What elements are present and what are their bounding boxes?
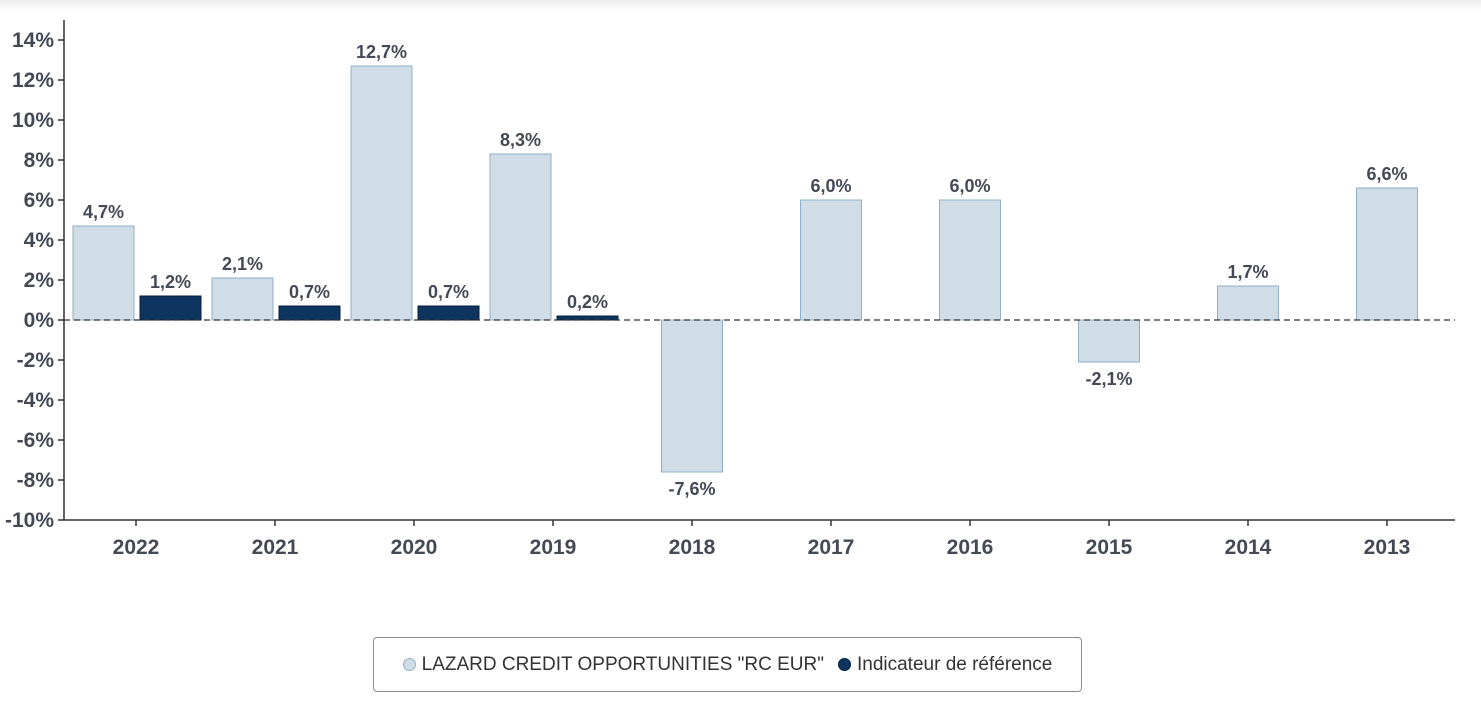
y-tick-label: -6% [17, 429, 55, 452]
y-tick-label: 12% [12, 69, 54, 92]
bar-chart: 14% 12% 10% 8% 6% 4% 2% 0% -2% -4% -6% -8% -10% 4,7% 1… [5, 20, 1455, 559]
x-tick-label: 2022 [113, 536, 160, 559]
data-label-fund: 4,7% [83, 202, 124, 222]
bar-fund [211, 277, 274, 321]
bar-benchmark [139, 295, 202, 321]
x-tick-label: 2014 [1225, 536, 1272, 559]
legend-label-fund: LAZARD CREDIT OPPORTUNITIES "RC EUR" [421, 653, 824, 675]
y-tick-label: -2% [17, 349, 55, 372]
bar-fund [1356, 187, 1418, 321]
chart-legend: LAZARD CREDIT OPPORTUNITIES "RC EUR" Ind… [373, 637, 1082, 692]
x-tick-label: 2016 [947, 536, 994, 559]
data-label-fund: 1,7% [1227, 262, 1268, 282]
data-label-fund: -7,6% [668, 479, 715, 499]
data-label-fund: 6,0% [810, 176, 851, 196]
legend-dot-fund-icon [402, 658, 416, 671]
x-tick-label: 2019 [530, 536, 577, 559]
x-tick-label: 2013 [1364, 536, 1411, 559]
x-tick-label: 2015 [1086, 536, 1133, 559]
y-tick-label: -4% [17, 389, 55, 412]
x-tick-label: 2018 [669, 536, 716, 559]
data-label-fund: 12,7% [356, 42, 407, 62]
data-label-fund: 6,6% [1366, 164, 1407, 184]
bar-fund [1217, 285, 1279, 321]
y-tick-label: -8% [17, 469, 55, 492]
data-label-benchmark: 0,7% [428, 282, 469, 302]
data-label-fund: 8,3% [500, 130, 541, 150]
data-label-fund: -2,1% [1085, 369, 1132, 389]
bar-fund [350, 65, 413, 321]
y-tick-label: 4% [24, 229, 55, 252]
x-tick-label: 2021 [252, 536, 299, 559]
y-tick-label: -10% [5, 509, 54, 532]
y-tick-label: 10% [12, 109, 54, 132]
bar-fund [939, 199, 1001, 321]
data-label-fund: 6,0% [949, 176, 990, 196]
y-tick-label: 0% [24, 309, 55, 332]
data-label-benchmark: 0,2% [567, 292, 608, 312]
x-tick-label: 2020 [391, 536, 438, 559]
bar-fund [661, 319, 723, 473]
bar-fund [489, 153, 552, 321]
bar-benchmark [417, 305, 480, 321]
data-label-benchmark: 1,2% [150, 272, 191, 292]
bar-fund [72, 225, 135, 321]
top-shade [0, 0, 1481, 10]
legend-item-benchmark[interactable]: Indicateur de référence [837, 653, 1053, 676]
y-tick-label: 14% [12, 29, 54, 52]
legend-item-fund[interactable]: LAZARD CREDIT OPPORTUNITIES "RC EUR" [402, 653, 824, 676]
data-label-fund: 2,1% [222, 254, 263, 274]
y-tick-label: 2% [24, 269, 55, 292]
y-tick-label: 8% [24, 149, 55, 172]
legend-dot-benchmark-icon [837, 658, 851, 671]
y-tick-label: 6% [24, 189, 55, 212]
x-tick-label: 2017 [808, 536, 855, 559]
bar-benchmark [278, 305, 341, 321]
data-label-benchmark: 0,7% [289, 282, 330, 302]
bar-fund [800, 199, 862, 321]
bar-fund [1078, 319, 1140, 363]
legend-label-benchmark: Indicateur de référence [856, 653, 1053, 675]
